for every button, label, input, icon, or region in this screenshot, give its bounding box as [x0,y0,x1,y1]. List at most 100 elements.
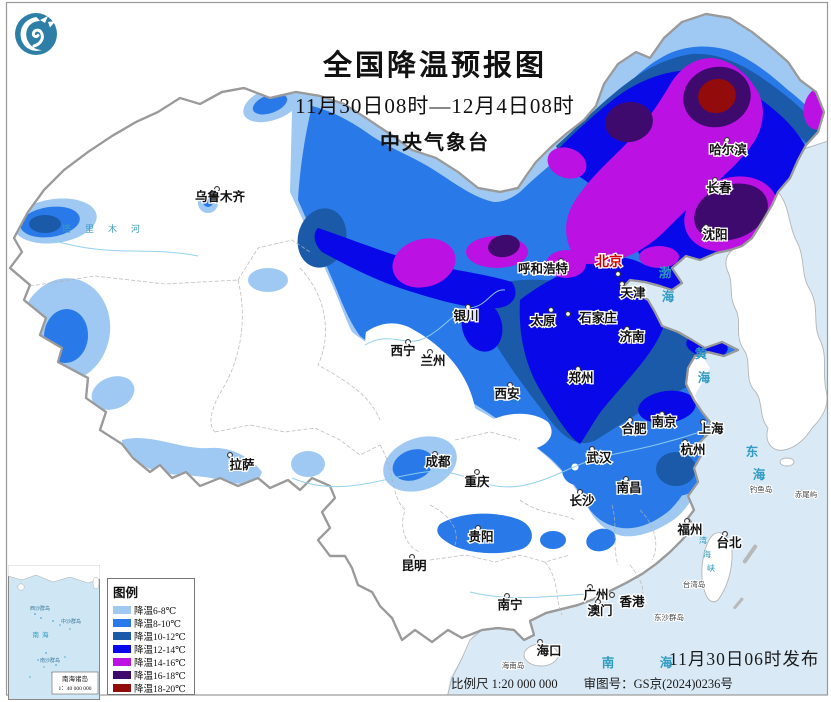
inset-coastline [8,565,100,584]
legend-row: 降温8-10℃ [113,616,189,630]
svg-text:南: 南 [602,655,615,670]
legend-label: 降温16-18℃ [134,671,186,682]
inset-scale: 1：40 000 000 [58,686,91,692]
inset-sea-label: 南海 [33,630,52,639]
map-title: 全国降温预报图 [322,50,547,82]
city-label: 西宁 [390,343,415,358]
svg-text:峡: 峡 [707,563,715,573]
title-block: 全国降温预报图 11月30日08时—12月4日08时 中央气象台 [240,50,630,155]
city-label: 天津 [620,285,646,300]
city-marker [565,311,571,317]
chiwei-islet [800,489,804,493]
city-label: 南京 [651,414,677,429]
city-marker [475,525,481,531]
ryukyu-island [733,597,744,610]
legend-row: 降温16-18℃ [113,668,189,682]
city-label: 乌鲁木齐 [195,189,246,204]
svg-text:台湾岛: 台湾岛 [683,579,706,589]
river-label: 塔里木河 [62,223,154,234]
svg-text:黄: 黄 [695,346,708,361]
svg-text:海: 海 [753,467,766,482]
legend-label: 降温12-14℃ [134,645,186,656]
city-marker [623,476,629,482]
svg-text:东: 东 [746,444,759,459]
legend-swatch [113,605,131,614]
jeju-island [779,457,795,467]
svg-text:海南岛: 海南岛 [502,660,525,670]
city-label: 成都 [425,454,451,469]
cma-logo-icon [15,13,57,55]
city-label: 南昌 [616,480,641,495]
inset-name: 南海诸岛 [62,674,88,683]
city-label: 武汉 [586,450,612,465]
legend-label: 降温14-16℃ [134,658,186,669]
city-marker [703,224,709,230]
city-label: 重庆 [464,474,490,489]
city-label: 呼和浩特 [518,261,569,276]
inset-label: 中沙群岛 [61,618,81,625]
svg-text:海: 海 [660,655,673,670]
map-scale: 比例尺 1:20 000 000 [451,677,558,691]
city-marker [724,137,730,143]
agency-name: 中央气象台 [380,132,490,155]
city-label: 昆明 [401,558,426,573]
city-label: 石家庄 [578,310,617,325]
city-marker [619,281,625,287]
city-marker [682,439,688,445]
city-marker [504,593,510,599]
city-label: 南宁 [497,597,522,612]
legend-label: 降温8-10℃ [134,619,182,630]
inset-label: 西沙群岛 [30,605,50,612]
svg-text:海: 海 [703,549,711,559]
city-label: 合肥 [621,421,647,436]
city-marker [712,177,718,183]
legend-label: 降温6-8℃ [134,606,177,617]
city-marker [432,451,438,457]
city-marker [465,304,471,310]
city-label: 太原 [530,313,556,328]
city-marker [627,417,633,423]
rivers [51,239,701,599]
city-marker [558,258,564,264]
svg-text:台: 台 [695,521,703,531]
city-label: 澳门 [587,603,612,618]
city-marker [589,446,595,452]
city-marker [575,366,581,372]
legend-swatch [113,670,131,679]
city-label: 沈阳 [702,227,727,242]
city-marker [474,469,480,475]
city-marker [405,339,411,345]
svg-text:海: 海 [698,370,711,385]
city-marker [577,489,583,495]
svg-text:钓鱼岛: 钓鱼岛 [750,484,773,494]
inset-islets [29,613,71,678]
city-label: 福州 [676,522,702,537]
city-label: 西安 [494,386,519,401]
city-marker [624,326,630,332]
legend-row: 降温12-14℃ [113,642,189,656]
city-label: 济南 [619,329,645,344]
city-label: 台北 [716,535,742,550]
city-marker [722,531,728,537]
city-label: 哈尔滨 [709,142,747,157]
legend-swatch [113,631,131,640]
south-china-sea-inset: 西沙群岛 中沙群岛 南沙群岛 南海 南海诸岛 1：40 000 000 [8,565,100,700]
korea-peninsula [725,191,828,451]
city-label: 贵阳 [468,529,493,544]
svg-text:海: 海 [662,289,675,304]
city-label: 拉萨 [229,457,255,472]
city-label: 兰州 [420,353,445,368]
legend-title: 图例 [113,586,139,600]
legend-label: 降温10-12℃ [134,632,186,643]
forecast-period: 11月30日08时—12月4日08时 [295,94,575,119]
province-borders [29,239,657,616]
city-marker [684,518,690,524]
legend-swatch [113,618,131,627]
legend-label: 降温18-20℃ [134,684,186,695]
release-time: 11月30日06时发布 [669,649,820,669]
city-label: 广州 [583,587,608,602]
svg-text:渤: 渤 [659,265,672,280]
